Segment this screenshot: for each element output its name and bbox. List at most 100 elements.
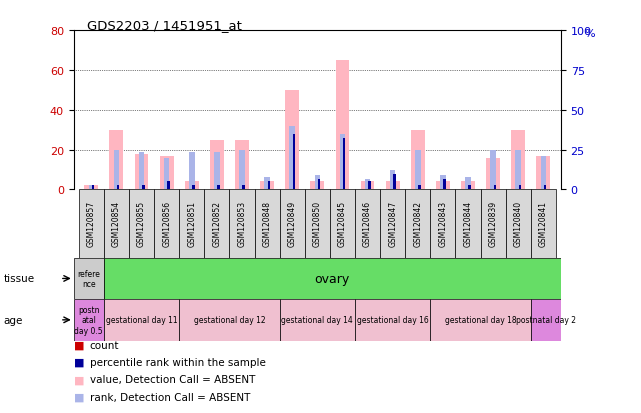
Bar — [160, 156, 174, 190]
Bar — [512, 131, 525, 190]
Bar — [92, 186, 94, 190]
Bar — [506, 190, 531, 258]
Text: GSM120857: GSM120857 — [87, 200, 96, 246]
Bar — [481, 190, 506, 258]
Bar — [380, 190, 405, 258]
Bar — [85, 186, 98, 190]
Bar — [185, 182, 199, 190]
Text: GSM120850: GSM120850 — [313, 200, 322, 246]
Bar — [519, 186, 521, 190]
Bar — [142, 186, 144, 190]
Bar — [88, 186, 94, 190]
Bar — [440, 176, 445, 190]
Text: percentile rank within the sample: percentile rank within the sample — [90, 357, 265, 367]
Bar — [393, 174, 395, 190]
Bar — [242, 186, 245, 190]
Bar — [267, 182, 270, 190]
Text: gestational day 12: gestational day 12 — [194, 316, 265, 325]
Bar — [217, 186, 220, 190]
Bar — [129, 190, 154, 258]
Bar — [235, 140, 249, 190]
Bar — [490, 150, 496, 190]
Text: GSM120854: GSM120854 — [112, 200, 121, 246]
Bar — [465, 178, 470, 190]
Text: gestational day 11: gestational day 11 — [106, 316, 178, 325]
Text: refere
nce: refere nce — [78, 269, 100, 288]
Bar — [285, 90, 299, 190]
Text: GSM120853: GSM120853 — [237, 200, 246, 246]
Text: GSM120847: GSM120847 — [388, 200, 397, 246]
Bar — [113, 150, 119, 190]
Bar — [74, 299, 104, 341]
Bar — [386, 182, 399, 190]
Bar — [260, 182, 274, 190]
Bar — [390, 170, 395, 190]
Bar — [469, 186, 471, 190]
Text: gestational day 14: gestational day 14 — [281, 316, 353, 325]
Text: postnatal day 2: postnatal day 2 — [516, 316, 576, 325]
Text: GSM120855: GSM120855 — [137, 200, 146, 246]
Bar — [365, 180, 370, 190]
Bar — [310, 182, 324, 190]
Bar — [192, 186, 195, 190]
Text: tissue: tissue — [3, 274, 35, 284]
Bar — [368, 182, 370, 190]
Bar — [330, 190, 355, 258]
Bar — [540, 156, 546, 190]
Bar — [494, 186, 496, 190]
Text: GDS2203 / 1451951_at: GDS2203 / 1451951_at — [87, 19, 242, 31]
Text: count: count — [90, 340, 119, 350]
Bar — [179, 190, 204, 258]
Bar — [293, 134, 296, 190]
Bar — [279, 190, 304, 258]
Bar — [74, 258, 104, 299]
Bar — [264, 178, 270, 190]
Bar — [411, 131, 424, 190]
Bar — [544, 186, 546, 190]
Text: age: age — [3, 315, 22, 325]
Bar — [135, 154, 149, 190]
Text: gestational day 16: gestational day 16 — [357, 316, 428, 325]
Text: GSM120842: GSM120842 — [413, 200, 422, 246]
Bar — [343, 138, 345, 190]
Bar — [104, 299, 179, 341]
Bar — [335, 61, 349, 190]
Bar — [167, 182, 170, 190]
Bar — [104, 190, 129, 258]
Bar — [531, 190, 556, 258]
Bar — [486, 158, 500, 190]
Bar — [229, 190, 254, 258]
Bar — [79, 190, 104, 258]
Bar — [418, 186, 420, 190]
Bar — [318, 180, 320, 190]
Bar — [110, 131, 123, 190]
Bar — [154, 190, 179, 258]
Bar — [430, 190, 455, 258]
Text: GSM120841: GSM120841 — [539, 200, 548, 246]
Bar — [304, 190, 330, 258]
Text: GSM120852: GSM120852 — [212, 200, 221, 246]
Text: ■: ■ — [74, 392, 84, 402]
Bar — [430, 299, 531, 341]
Bar — [515, 150, 521, 190]
Text: gestational day 18: gestational day 18 — [445, 316, 517, 325]
Bar — [361, 182, 374, 190]
Text: GSM120846: GSM120846 — [363, 200, 372, 246]
Text: GSM120849: GSM120849 — [288, 200, 297, 246]
Text: rank, Detection Call = ABSENT: rank, Detection Call = ABSENT — [90, 392, 250, 402]
Bar — [189, 152, 194, 190]
Text: GSM120840: GSM120840 — [513, 200, 522, 246]
Bar — [239, 150, 245, 190]
Text: GSM120848: GSM120848 — [263, 200, 272, 246]
Text: ■: ■ — [74, 340, 84, 350]
Bar — [340, 134, 345, 190]
Text: ovary: ovary — [315, 272, 350, 285]
Text: GSM120856: GSM120856 — [162, 200, 171, 246]
Text: GSM120845: GSM120845 — [338, 200, 347, 246]
Bar — [436, 182, 450, 190]
Bar — [537, 156, 550, 190]
Bar — [179, 299, 279, 341]
Bar — [117, 186, 119, 190]
Text: GSM120839: GSM120839 — [488, 200, 497, 246]
Bar — [210, 140, 224, 190]
